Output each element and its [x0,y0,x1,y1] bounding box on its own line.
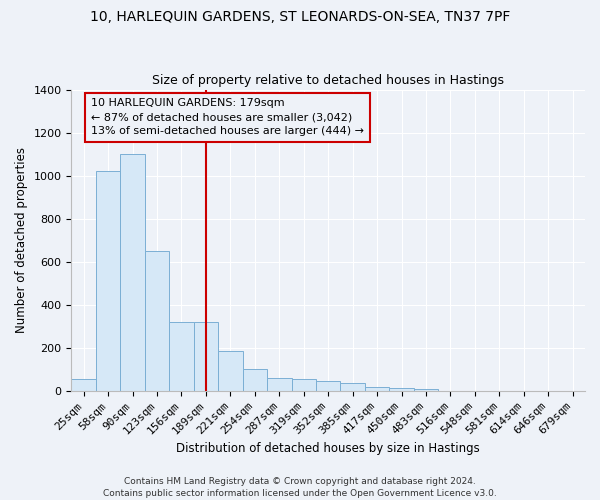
Bar [145,251,169,391]
Text: 10, HARLEQUIN GARDENS, ST LEONARDS-ON-SEA, TN37 7PF: 10, HARLEQUIN GARDENS, ST LEONARDS-ON-SE… [90,10,510,24]
Bar [121,154,145,391]
Y-axis label: Number of detached properties: Number of detached properties [15,148,28,334]
Text: Contains HM Land Registry data © Crown copyright and database right 2024.
Contai: Contains HM Land Registry data © Crown c… [103,476,497,498]
Bar [316,382,340,391]
Bar [365,386,389,391]
Title: Size of property relative to detached houses in Hastings: Size of property relative to detached ho… [152,74,504,87]
Bar [340,384,365,391]
Bar [169,322,194,391]
Bar [96,172,121,391]
Bar [267,378,292,391]
Bar [292,379,316,391]
X-axis label: Distribution of detached houses by size in Hastings: Distribution of detached houses by size … [176,442,480,455]
Bar [218,351,242,391]
Bar [414,389,438,391]
Bar [194,322,218,391]
Bar [242,370,267,391]
Text: 10 HARLEQUIN GARDENS: 179sqm
← 87% of detached houses are smaller (3,042)
13% of: 10 HARLEQUIN GARDENS: 179sqm ← 87% of de… [91,98,364,136]
Bar [389,388,414,391]
Bar [71,379,96,391]
